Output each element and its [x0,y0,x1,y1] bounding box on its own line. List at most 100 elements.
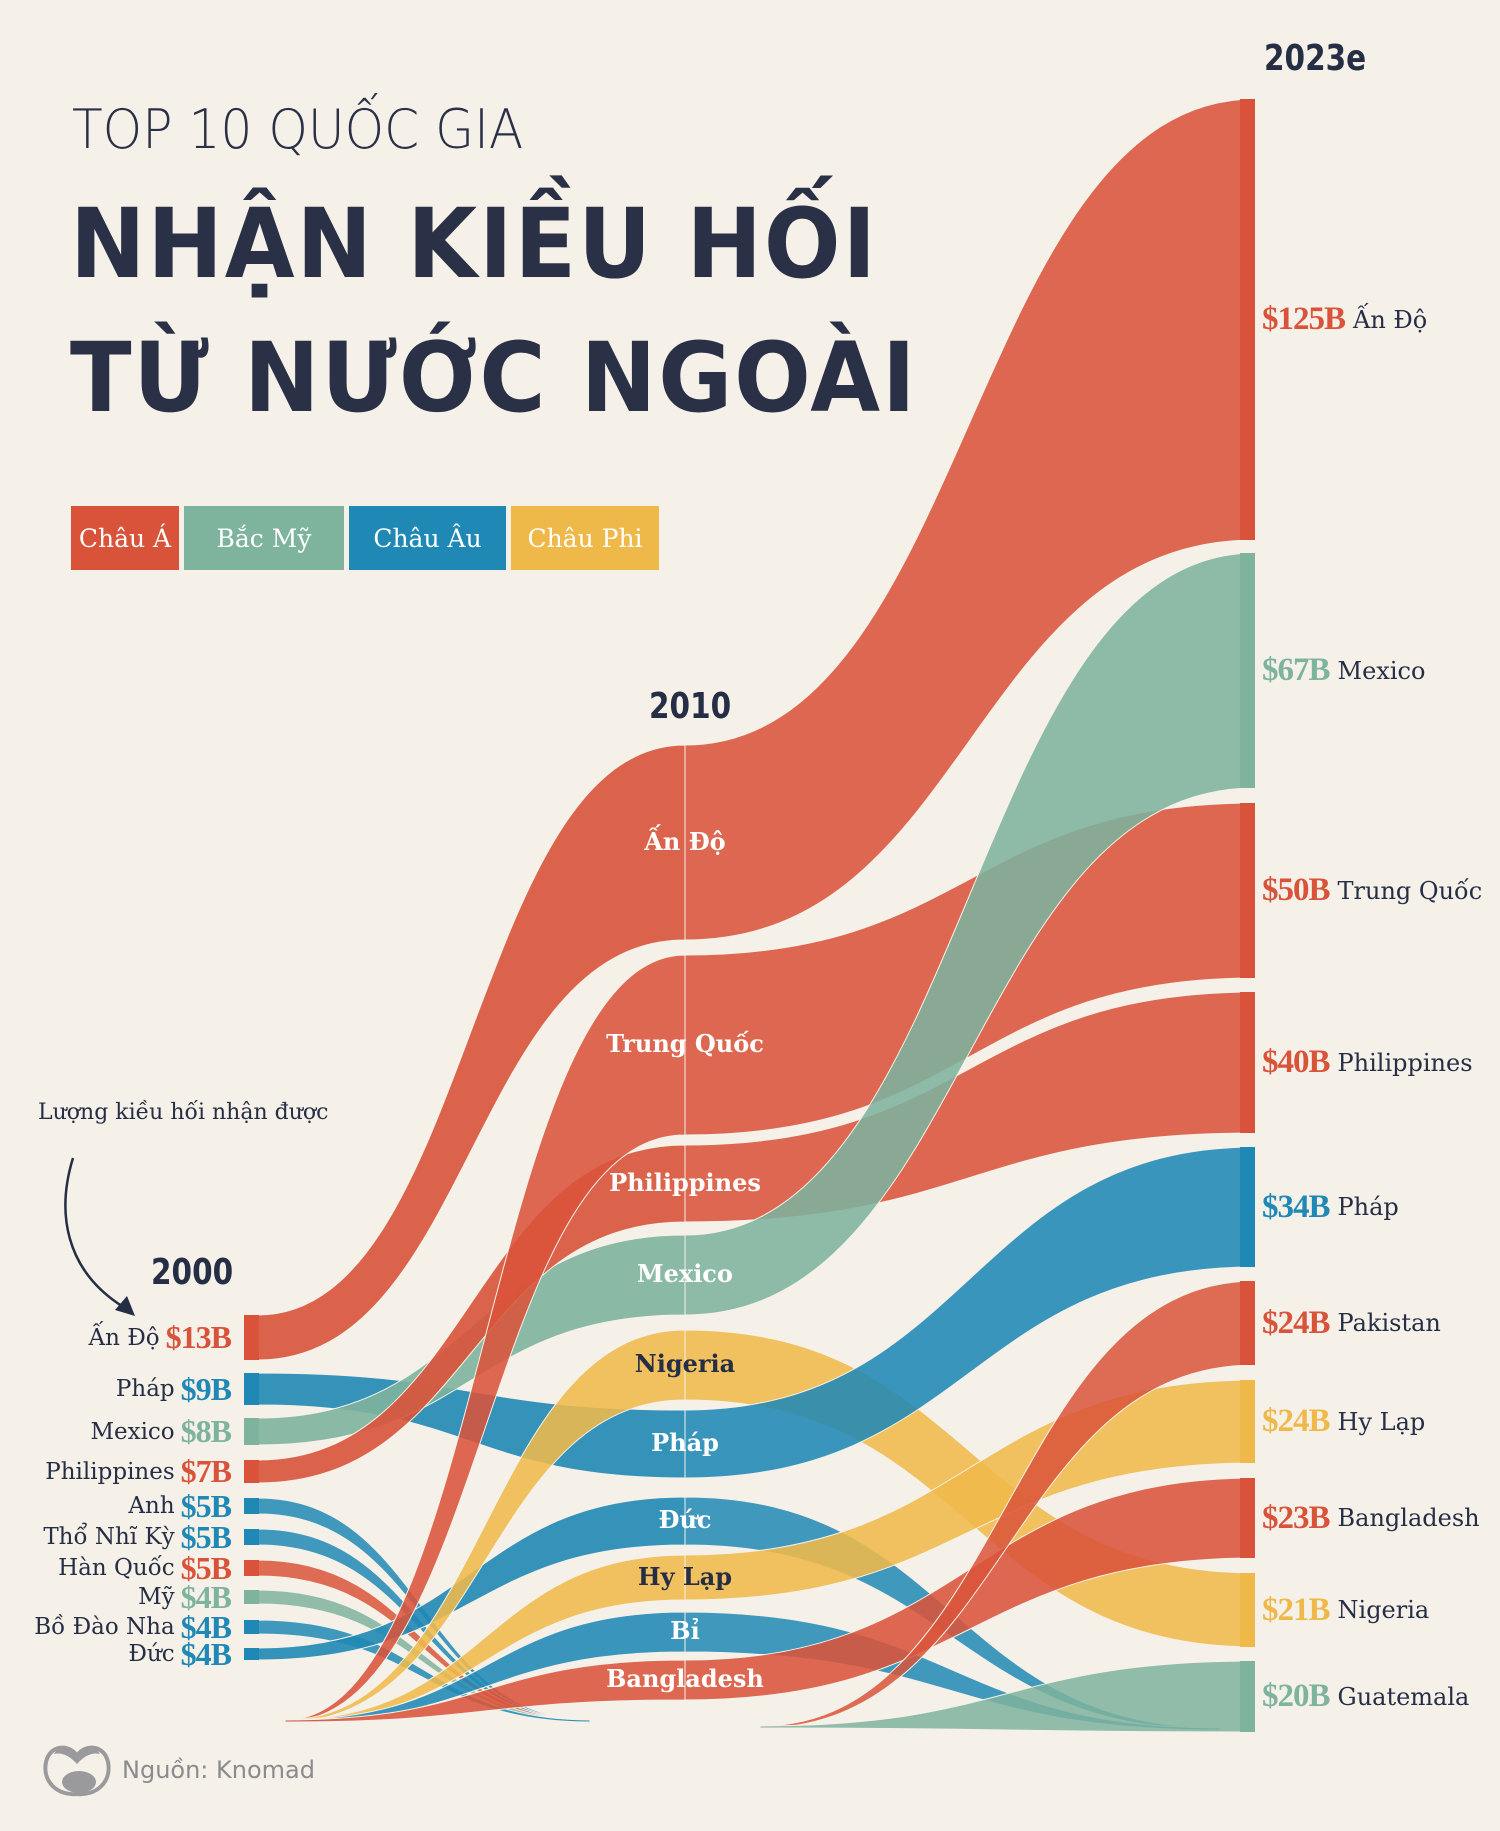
legend-europe-label: Châu Âu [373,523,482,553]
country-name: Philippines [1337,1048,1473,1077]
label-2023-row: $23B Bangladesh [1262,1498,1480,1538]
country-name: Hy Lạp [1337,1407,1426,1436]
label-2010-country: Bangladesh [606,1664,764,1693]
bar-2023 [1240,1661,1255,1732]
country-name: Mỹ [138,1584,175,1610]
legend-africa-label: Châu Phi [527,523,643,553]
country-name: Mexico [90,1418,175,1445]
remittance-value: $5B [180,1487,232,1524]
bar-2023 [1240,553,1255,788]
bar-2023 [1240,1147,1255,1267]
country-name: Đức [128,1641,175,1667]
country-name: Anh [128,1493,175,1519]
annotation-text: Lượng kiều hối nhận được [38,1100,329,1125]
label-2010-country: Đức [658,1505,712,1534]
bar-2000 [244,1560,259,1576]
country-name: Mexico [1337,656,1426,685]
year-2023-label: 2023e [1264,38,1367,79]
legend-north-america: Bắc Mỹ [184,506,344,570]
bar-2000 [244,1529,259,1545]
bar-2023 [1240,1380,1255,1463]
country-name: Philippines [45,1458,175,1485]
bar-2023 [1240,1573,1255,1647]
remittance-value: $8B [180,1413,232,1449]
legend-africa: Châu Phi [511,506,659,570]
remittance-value: $40B [1262,1044,1331,1080]
remittance-value: $24B [1262,1403,1331,1439]
country-name: Pháp [1337,1193,1399,1221]
label-2023-row: $34B Pháp [1262,1187,1399,1227]
label-2010-country: Pháp [651,1428,719,1457]
country-name: Thổ Nhĩ Kỳ [43,1524,175,1550]
remittance-value: $23B [1262,1499,1331,1536]
legend-asia-label: Châu Á [78,523,172,553]
bar-2023 [1240,803,1255,978]
label-2000-row: Bồ Đào Nha $4B [34,1609,232,1645]
bar-2023 [1240,99,1255,540]
source-text: Nguồn: Knomad [122,1756,315,1784]
country-name: Guatemala [1337,1682,1470,1711]
legend-north-america-label: Bắc Mỹ [216,523,312,553]
year-2010-label: 2010 [649,686,732,727]
country-name: Pakistan [1337,1309,1441,1337]
country-name: Hàn Quốc [58,1555,175,1581]
country-name: Bồ Đào Nha [34,1614,175,1640]
title-line-2: TỪ NƯỚC NGOÀI [70,322,918,434]
label-2023-row: $20B Guatemala [1262,1677,1469,1717]
remittance-value: $9B [180,1370,232,1407]
label-2010-country: Hy Lạp [637,1561,733,1591]
label-2010-country: Ấn Độ [644,826,726,856]
country-name: Ấn Độ [1353,305,1428,334]
country-name: Bangladesh [1337,1504,1480,1532]
label-2023-row: $50B Trung Quốc [1262,871,1482,911]
label-2000-row: Đức $4B [128,1636,232,1672]
annotation-arrow-icon [64,1157,135,1316]
remittance-value: $4B [180,1578,232,1615]
remittance-value: $5B [180,1549,232,1586]
remittance-value: $4B [180,1608,232,1645]
remittance-value: $5B [180,1518,232,1555]
label-2000-row: Thổ Nhĩ Kỳ $5B [43,1519,232,1555]
remittance-value: $34B [1262,1188,1331,1225]
country-name: Pháp [115,1376,175,1402]
legend: Châu Á Bắc Mỹ Châu Âu Châu Phi [71,506,659,570]
label-2010-country: Bỉ [670,1616,700,1645]
bar-2000 [244,1590,259,1604]
remittance-value: $50B [1262,872,1331,908]
label-2010-country: Trung Quốc [606,1029,764,1058]
remittance-value: $125B [1262,301,1346,337]
label-2023-row: $21B Nigeria [1262,1590,1429,1630]
remittance-value: $24B [1262,1304,1331,1341]
label-2000-row: Pháp $9B [115,1371,232,1407]
label-2000-row: Mỹ $4B [138,1579,232,1615]
bar-2000 [244,1498,259,1514]
country-name: Nigeria [1337,1596,1430,1624]
bar-2023 [1240,1281,1255,1365]
bar-2000 [244,1620,259,1634]
subtitle: TOP 10 QUỐC GIA [72,98,524,161]
remittance-value: $13B [165,1319,232,1355]
knomad-logo-icon [43,1745,111,1797]
remittance-value: $21B [1262,1591,1331,1628]
bar-2000 [244,1373,259,1405]
bar-2000 [244,1418,259,1445]
year-2000-label: 2000 [151,1252,234,1293]
footer: Nguồn: Knomad [42,1742,315,1798]
remittance-value: $4B [180,1635,232,1672]
label-2023-row: $125B Ấn Độ [1262,300,1427,340]
country-name: Ấn Độ [88,1324,160,1351]
label-2000-row: Philippines $7B [45,1453,232,1489]
label-2023-row: $24B Hy Lạp [1262,1402,1425,1442]
remittance-value: $20B [1262,1678,1331,1714]
title-line-1: NHẬN KIỀU HỐI [70,188,878,300]
label-2010-country: Philippines [609,1167,761,1197]
label-2023-row: $24B Pakistan [1262,1303,1441,1343]
bar-2000 [244,1460,259,1483]
bar-2000 [244,1315,259,1360]
label-2000-row: Mexico $8B [90,1413,232,1449]
remittance-value: $7B [180,1453,232,1489]
bar-2023 [1240,992,1255,1133]
label-2000-row: Ấn Độ $13B [88,1319,233,1355]
label-2000-row: Hàn Quốc $5B [58,1550,232,1586]
label-2023-row: $40B Philippines [1262,1043,1473,1083]
